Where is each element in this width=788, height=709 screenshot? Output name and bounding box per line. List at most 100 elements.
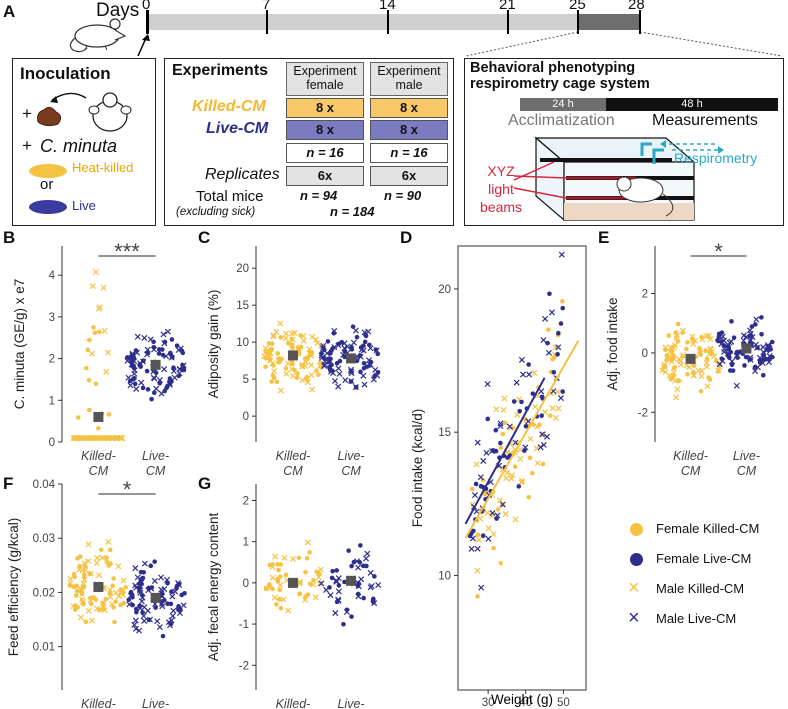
data-point-live-D bbox=[485, 535, 492, 542]
data-point-live-E bbox=[763, 356, 769, 362]
legend-label-female-killed: Female Killed-CM bbox=[656, 521, 760, 536]
mean-marker-live-E bbox=[741, 343, 752, 354]
data-point-live-C bbox=[370, 376, 377, 383]
data-point-killed-D bbox=[500, 431, 506, 437]
data-point-live-E bbox=[755, 345, 760, 351]
data-point-killed-F bbox=[81, 576, 88, 583]
data-point-live-E bbox=[740, 332, 747, 339]
mean-marker-live-B bbox=[150, 359, 161, 370]
data-point-killed-F bbox=[101, 606, 106, 611]
data-point-killed-B bbox=[91, 325, 96, 330]
x-tick-label-D: 50 bbox=[557, 697, 570, 709]
data-point-live-D bbox=[478, 484, 484, 489]
legend-cross-male-killed: × bbox=[628, 577, 640, 599]
data-point-killed-F bbox=[75, 556, 80, 561]
data-point-live-G bbox=[327, 585, 332, 590]
data-point-live-B bbox=[132, 381, 138, 387]
data-point-killed-F bbox=[75, 605, 80, 610]
data-point-live-F bbox=[158, 574, 165, 581]
data-point-live-D bbox=[480, 457, 487, 464]
light-label: light bbox=[488, 181, 514, 197]
data-point-killed-G bbox=[312, 594, 319, 601]
data-point-live-E bbox=[749, 324, 755, 329]
tick-day-28 bbox=[639, 10, 641, 34]
cell-n-female: n = 16 bbox=[286, 143, 364, 163]
legend: Female Killed-CM Female Live-CM × Male K… bbox=[626, 520, 786, 640]
data-point-killed-C bbox=[285, 360, 292, 367]
data-point-killed-D bbox=[549, 405, 556, 412]
data-point-live-D bbox=[471, 528, 476, 534]
data-point-killed-D bbox=[540, 431, 547, 438]
data-point-live-D bbox=[525, 418, 532, 425]
data-point-killed-G bbox=[267, 562, 273, 568]
data-point-live-F bbox=[141, 617, 148, 624]
behavioral-title-line1: Behavioral phenotyping bbox=[470, 60, 636, 76]
data-point-live-F bbox=[159, 603, 166, 610]
data-point-killed-C bbox=[263, 355, 269, 361]
mean-marker-killed-B bbox=[93, 411, 104, 422]
data-point-killed-C bbox=[299, 363, 306, 370]
data-point-live-B bbox=[161, 366, 168, 373]
data-point-killed-D bbox=[508, 475, 515, 482]
data-point-live-B bbox=[127, 378, 133, 384]
data-point-killed-C bbox=[308, 351, 313, 357]
data-point-live-B bbox=[160, 352, 166, 358]
data-point-killed-B bbox=[93, 435, 100, 442]
significance-label-E: * bbox=[714, 239, 723, 264]
data-point-live-D bbox=[557, 395, 564, 402]
y-tick-label-C: 20 bbox=[236, 263, 249, 275]
x-axis-label-D: Weight (g) bbox=[491, 692, 553, 707]
data-point-killed-G bbox=[317, 566, 324, 573]
data-point-killed-G bbox=[276, 567, 281, 573]
data-point-killed-E bbox=[672, 377, 679, 384]
data-point-killed-G bbox=[280, 596, 287, 603]
data-point-killed-G bbox=[272, 553, 279, 560]
y-tick-label-B: 2 bbox=[49, 354, 55, 366]
data-point-killed-B bbox=[86, 407, 92, 413]
data-point-live-B bbox=[128, 354, 133, 360]
data-point-killed-C bbox=[269, 379, 274, 384]
data-point-killed-F bbox=[91, 595, 96, 600]
data-point-killed-G bbox=[296, 555, 302, 561]
data-point-live-D bbox=[560, 389, 565, 394]
plus-sign-1: + bbox=[22, 104, 32, 123]
xyz-light-beams-label: XYZ light beams bbox=[480, 162, 522, 216]
data-point-killed-D bbox=[531, 369, 538, 376]
data-point-live-E bbox=[752, 368, 759, 375]
data-point-killed-D bbox=[485, 525, 492, 532]
data-point-live-G bbox=[372, 574, 377, 579]
data-point-live-D bbox=[558, 321, 564, 326]
data-point-killed-F bbox=[85, 541, 92, 548]
data-point-live-F bbox=[168, 621, 174, 627]
data-point-killed-E bbox=[664, 353, 670, 358]
data-point-killed-G bbox=[283, 572, 289, 578]
data-point-killed-F bbox=[94, 554, 101, 562]
data-point-live-F bbox=[133, 584, 140, 591]
data-point-live-G bbox=[342, 579, 347, 585]
y-tick-label-F: 0.02 bbox=[33, 587, 55, 599]
data-point-killed-B bbox=[87, 435, 94, 442]
data-point-killed-B bbox=[70, 435, 77, 442]
significance-label-B: *** bbox=[114, 239, 140, 264]
legend-dot-female-live bbox=[630, 553, 643, 566]
total-female: n = 94 bbox=[300, 188, 338, 203]
data-point-killed-E bbox=[698, 388, 704, 394]
data-point-killed-D bbox=[540, 461, 546, 467]
bar-24h: 24 h bbox=[520, 98, 606, 111]
data-point-killed-C bbox=[289, 345, 296, 352]
data-point-killed-F bbox=[112, 619, 117, 625]
data-point-killed-B bbox=[89, 283, 96, 290]
data-point-live-G bbox=[333, 578, 340, 585]
data-point-killed-G bbox=[296, 578, 303, 585]
data-point-killed-G bbox=[285, 607, 292, 614]
data-point-live-D bbox=[468, 545, 475, 552]
data-point-live-G bbox=[335, 575, 342, 582]
data-point-live-D bbox=[539, 431, 546, 438]
excluding-sick-label: (excluding sick) bbox=[176, 206, 256, 218]
y-tick-label-G: 0 bbox=[243, 578, 249, 590]
cage-illustration bbox=[513, 136, 724, 222]
data-point-killed-E bbox=[706, 375, 711, 380]
data-point-killed-C bbox=[295, 371, 300, 376]
data-point-killed-B bbox=[93, 381, 99, 387]
